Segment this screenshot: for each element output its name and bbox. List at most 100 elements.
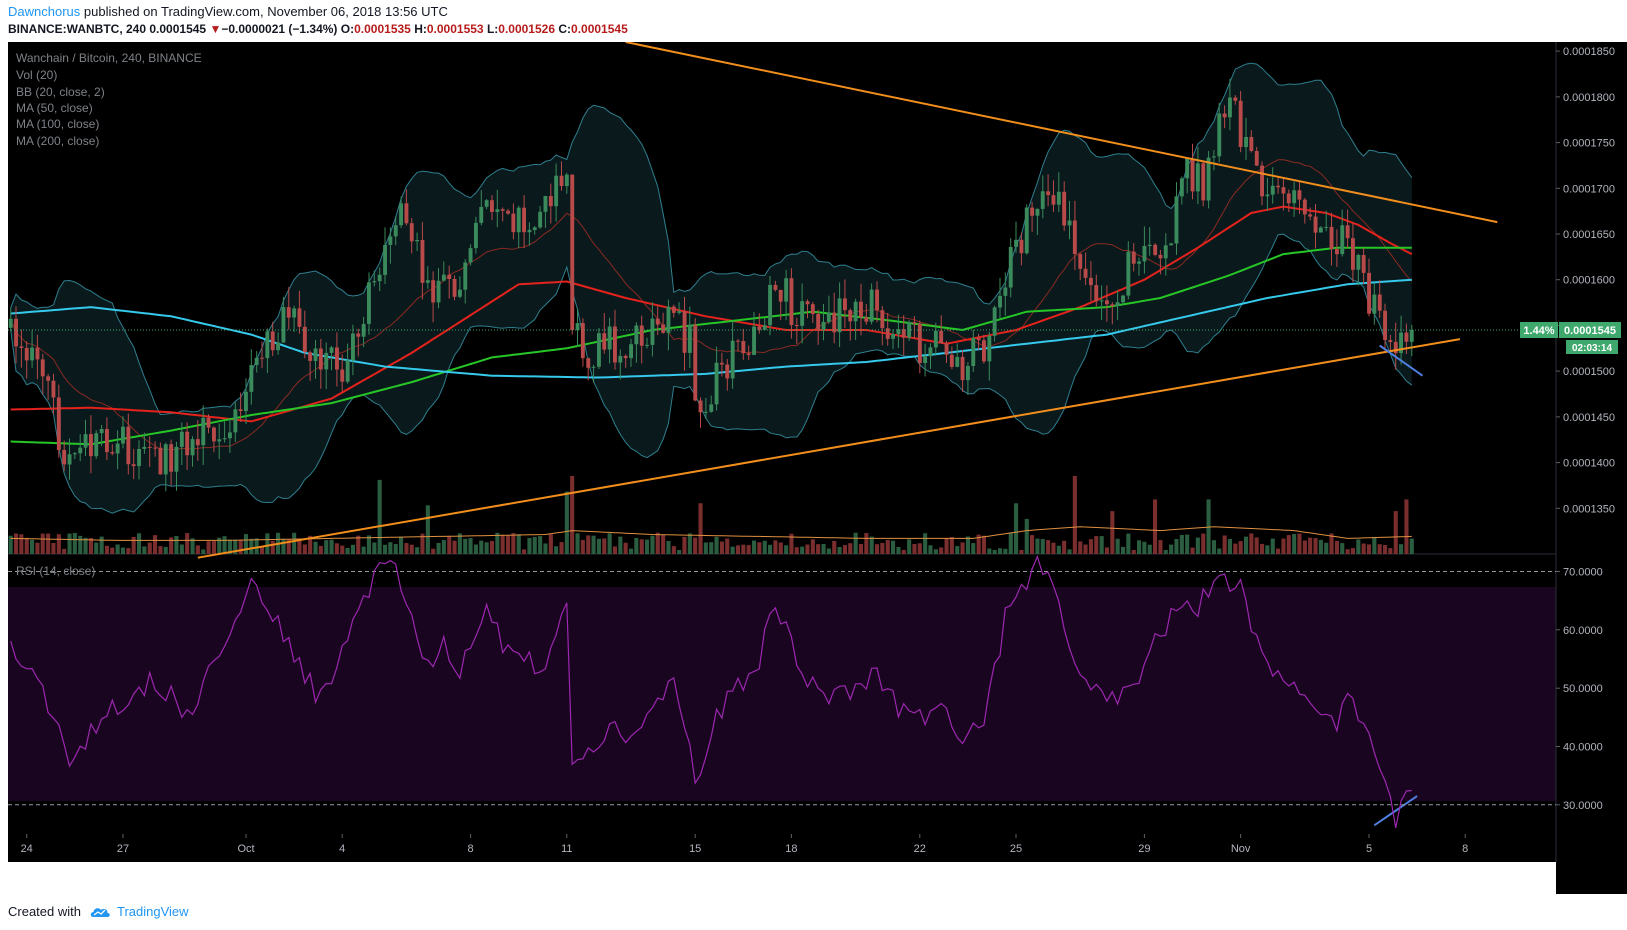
candle — [1345, 209, 1350, 248]
volume-bar — [971, 543, 976, 554]
candle — [714, 346, 719, 411]
candle — [1142, 226, 1147, 274]
candle — [35, 334, 40, 380]
volume-bar — [580, 539, 585, 554]
price-scale[interactable] — [1556, 42, 1627, 894]
candle — [228, 419, 232, 453]
high-label: H: — [414, 22, 427, 36]
candle — [1083, 252, 1088, 285]
candle — [24, 341, 29, 379]
time-scale[interactable] — [8, 834, 1556, 862]
volume-bar — [1350, 548, 1355, 554]
volume-bar — [944, 538, 949, 554]
time-tick-label: 25 — [1010, 843, 1022, 855]
candle — [960, 350, 965, 392]
volume-bar — [1324, 542, 1329, 554]
volume-bar — [1270, 538, 1275, 554]
candle — [725, 359, 730, 391]
candle — [14, 306, 18, 364]
candle — [816, 310, 821, 345]
volume-bar — [564, 491, 569, 554]
author-link[interactable]: Dawnchorus — [8, 4, 81, 19]
trendline-rsi-divergence — [1373, 795, 1418, 827]
candle — [121, 416, 125, 449]
volume-bar — [1174, 539, 1179, 554]
volume-bar — [639, 539, 644, 554]
candle — [340, 354, 345, 392]
volume-bar — [404, 543, 409, 554]
volume-bar — [1308, 537, 1313, 554]
candle — [853, 298, 858, 340]
candle — [99, 424, 104, 447]
volume-bar — [548, 534, 553, 554]
candle — [19, 329, 24, 368]
candle — [548, 183, 553, 224]
price-tick-label: 0.0001400 — [1563, 458, 1615, 470]
candle — [1089, 261, 1093, 301]
candle — [613, 309, 617, 370]
candle — [1281, 178, 1286, 211]
candle — [1040, 175, 1045, 219]
volume-bar — [596, 538, 601, 554]
candle — [190, 436, 195, 467]
candle — [1383, 303, 1387, 351]
price-tick-label: 0.0001800 — [1563, 92, 1615, 104]
candle — [297, 290, 302, 334]
candle — [559, 161, 564, 191]
down-arrow-icon: ▼ — [209, 22, 222, 36]
chart-canvas[interactable]: 0.0001850 0.0001800 0.0001750 0.0001700 0.00… — [0, 42, 1627, 894]
candle — [955, 343, 960, 368]
candle — [377, 267, 382, 291]
candle — [1067, 200, 1072, 240]
volume-bar — [784, 545, 789, 554]
created-with-label: Created with — [8, 904, 81, 919]
volume-bar — [1334, 540, 1339, 554]
volume-bar — [1067, 549, 1072, 554]
volume-bar — [441, 539, 446, 554]
volume-bar — [1019, 550, 1024, 554]
candle — [292, 305, 297, 332]
volume-bar — [821, 544, 826, 554]
tradingview-link[interactable]: TradingView — [116, 904, 189, 919]
candle — [800, 283, 805, 344]
candle — [1276, 177, 1280, 194]
volume-bar — [939, 547, 944, 554]
volume-bar — [83, 537, 88, 554]
volume-bar — [1104, 547, 1109, 554]
volume-bar — [1318, 539, 1323, 554]
volume-bar — [1121, 546, 1126, 554]
candle — [875, 281, 879, 323]
volume-bar — [500, 534, 505, 554]
candle — [1335, 229, 1339, 267]
publish-info: Dawnchorus published on TradingView.com,… — [8, 4, 448, 19]
candle — [286, 287, 291, 330]
candle — [762, 318, 767, 331]
candle — [682, 296, 687, 371]
volume-bar — [40, 533, 45, 554]
volume-bar — [115, 544, 120, 554]
candle — [982, 334, 986, 364]
candle — [789, 268, 794, 339]
volume-bar — [153, 535, 158, 554]
candle — [623, 354, 628, 368]
volume-bar — [810, 539, 815, 554]
candle — [586, 357, 591, 381]
ma50-line — [10, 205, 1413, 423]
candle — [741, 328, 746, 360]
volume-bar — [543, 543, 548, 554]
trendline-lower — [197, 338, 1461, 559]
volume-bar — [14, 533, 19, 554]
candle — [1046, 174, 1051, 207]
rsi-tick-label: 50.0000 — [1563, 683, 1603, 695]
candle — [998, 277, 1002, 319]
volume-bar — [1046, 540, 1051, 554]
candle — [490, 195, 494, 221]
candle — [538, 206, 543, 229]
candle — [447, 265, 452, 299]
candle — [1099, 285, 1104, 321]
volume-bar — [67, 533, 72, 554]
volume-bar — [1388, 548, 1393, 554]
candle — [260, 341, 264, 369]
candle — [1238, 91, 1243, 153]
candle — [896, 314, 901, 348]
